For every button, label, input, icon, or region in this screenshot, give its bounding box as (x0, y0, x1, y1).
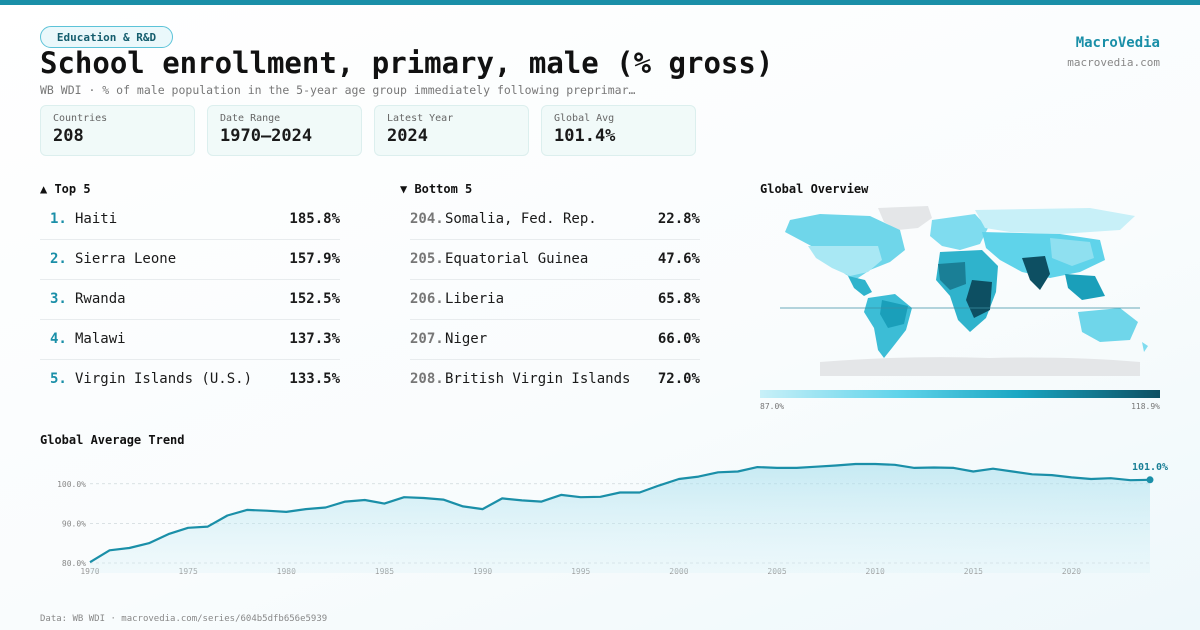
map-region-south-asia (1022, 256, 1050, 290)
list-item[interactable]: 208. British Virgin Islands 72.0% (410, 360, 700, 400)
map-region-east-africa (966, 280, 992, 318)
country-name: British Virgin Islands (445, 371, 631, 387)
country-value: 157.9% (289, 251, 340, 267)
country-value: 22.8% (657, 211, 700, 227)
stat-card-global-avg: Global Avg 101.4% (541, 105, 696, 156)
list-item[interactable]: 1. Haiti 185.8% (40, 200, 340, 240)
stat-card-countries: Countries 208 (40, 105, 195, 156)
map-region-usa (808, 246, 882, 276)
list-item[interactable]: 4. Malawi 137.3% (40, 320, 340, 360)
rank-number: 206. (410, 291, 444, 307)
map-region-greenland (878, 206, 932, 230)
world-map[interactable] (760, 200, 1160, 385)
page-subtitle: WB WDI · % of male population in the 5-y… (40, 83, 636, 97)
map-region-brazil (880, 300, 908, 328)
trend-area (90, 464, 1150, 573)
rank-number: 1. (50, 211, 67, 227)
trend-line (89, 462, 1151, 564)
top5-list: 1. Haiti 185.8% 2. Sierra Leone 157.9% 3… (40, 200, 340, 400)
y-tick-label: 100.0% (57, 480, 86, 489)
country-value: 133.5% (289, 371, 340, 387)
map-region-russia (975, 208, 1135, 234)
country-name: Malawi (75, 331, 126, 347)
trend-end-point (1146, 476, 1154, 484)
rank-number: 3. (50, 291, 67, 307)
rank-number: 208. (410, 371, 444, 387)
map-heading: Global Overview (760, 182, 869, 196)
map-region-west-africa (938, 262, 966, 290)
map-region-europe (930, 214, 988, 250)
stat-label: Latest Year (387, 113, 454, 124)
legend-max-label: 118.9% (1131, 402, 1160, 411)
list-item[interactable]: 204. Somalia, Fed. Rep. 22.8% (410, 200, 700, 240)
country-value: 66.0% (657, 331, 700, 347)
list-item[interactable]: 5. Virgin Islands (U.S.) 133.5% (40, 360, 340, 400)
stat-label: Global Avg (554, 113, 615, 124)
list-item[interactable]: 3. Rwanda 152.5% (40, 280, 340, 320)
rank-number: 205. (410, 251, 444, 267)
country-value: 65.8% (657, 291, 700, 307)
stat-label: Countries (53, 113, 108, 124)
country-name: Equatorial Guinea (445, 251, 589, 267)
country-name: Sierra Leone (75, 251, 177, 267)
country-value: 72.0% (657, 371, 700, 387)
country-value: 185.8% (289, 211, 340, 227)
list-item[interactable]: 207. Niger 66.0% (410, 320, 700, 360)
top-accent-bar (0, 0, 1200, 5)
map-region-antarctica (820, 357, 1140, 376)
stat-value: 101.4% (554, 126, 616, 146)
bottom5-list: 204. Somalia, Fed. Rep. 22.8% 205. Equat… (410, 200, 700, 400)
bottom5-heading: ▼ Bottom 5 (400, 182, 473, 196)
legend-min-label: 87.0% (760, 402, 785, 411)
country-name: Liberia (445, 291, 505, 307)
y-tick-label: 80.0% (62, 559, 86, 568)
country-value: 47.6% (657, 251, 700, 267)
rank-number: 2. (50, 251, 67, 267)
country-name: Niger (445, 331, 488, 347)
stat-value: 208 (53, 126, 84, 146)
category-badge[interactable]: Education & R&D (40, 26, 173, 48)
stat-card-latest-year: Latest Year 2024 (374, 105, 529, 156)
trend-chart: 80.0%90.0%100.0%197019751980198519901995… (57, 462, 1168, 576)
country-name: Somalia, Fed. Rep. (445, 211, 597, 227)
map-color-legend (760, 390, 1160, 398)
trend-end-label: 101.0% (1132, 462, 1168, 473)
brand-logo[interactable]: MacroVedia (1075, 35, 1160, 51)
map-region-new-zealand (1142, 342, 1148, 352)
map-region-china (1050, 238, 1094, 266)
stat-value: 1970–2024 (220, 126, 313, 146)
stat-value: 2024 (387, 126, 428, 146)
map-region-australia (1078, 308, 1138, 342)
map-region-central-america (848, 276, 872, 296)
top5-heading: ▲ Top 5 (40, 182, 91, 196)
country-value: 137.3% (289, 331, 340, 347)
y-tick-label: 90.0% (62, 519, 86, 528)
trend-heading: Global Average Trend (40, 433, 185, 447)
rank-number: 4. (50, 331, 67, 347)
country-value: 152.5% (289, 291, 340, 307)
rank-number: 204. (410, 211, 444, 227)
list-item[interactable]: 206. Liberia 65.8% (410, 280, 700, 320)
country-name: Virgin Islands (U.S.) (75, 371, 253, 387)
rank-number: 207. (410, 331, 444, 347)
footer-source: Data: WB WDI · macrovedia.com/series/604… (40, 614, 328, 624)
stat-card-date-range: Date Range 1970–2024 (207, 105, 362, 156)
page-title: School enrollment, primary, male (% gros… (40, 46, 774, 80)
rank-number: 5. (50, 371, 67, 387)
map-region-southeast-asia (1065, 274, 1105, 300)
country-name: Rwanda (75, 291, 126, 307)
world-map-svg (780, 206, 1148, 376)
list-item[interactable]: 205. Equatorial Guinea 47.6% (410, 240, 700, 280)
stat-label: Date Range (220, 113, 281, 124)
country-name: Haiti (75, 211, 118, 227)
list-item[interactable]: 2. Sierra Leone 157.9% (40, 240, 340, 280)
brand-url[interactable]: macrovedia.com (1067, 56, 1160, 69)
